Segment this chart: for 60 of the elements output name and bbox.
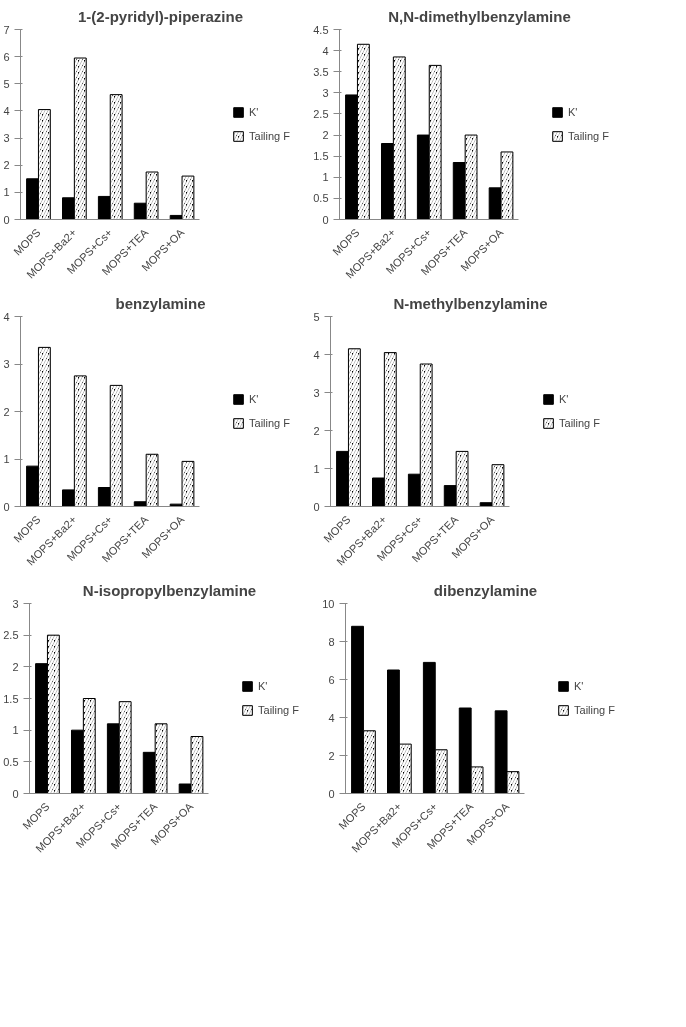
legend-label: Tailing F <box>249 130 290 142</box>
y-tick-label: 2 <box>3 159 10 172</box>
y-tick-label: 0 <box>3 213 10 226</box>
y-tick-label: 0.5 <box>3 755 19 768</box>
y-tick-label: 5 <box>313 310 320 323</box>
y-tick-label: 2 <box>12 660 19 673</box>
y-tick-label: 3 <box>313 386 320 399</box>
y-tick-label: 2 <box>322 129 329 142</box>
legend-label: K' <box>568 106 579 118</box>
y-tick-label: 3.5 <box>313 65 329 78</box>
chart-title: N,N-dimethylbenzylamine <box>388 7 571 25</box>
y-tick-label: 4 <box>322 44 329 57</box>
y-tick-label: 3 <box>3 132 10 145</box>
y-tick-label: 4 <box>3 310 10 323</box>
y-tick-label: 2 <box>3 405 10 418</box>
chart-title: N-methylbenzylamine <box>393 294 548 312</box>
chart-title: benzylamine <box>115 294 206 312</box>
y-tick-label: 7 <box>3 23 10 36</box>
y-tick-label: 1.5 <box>3 692 19 705</box>
y-tick-label: 2 <box>328 749 335 762</box>
chart-title: dibenzylamine <box>433 581 538 599</box>
legend-label: Tailing F <box>258 704 299 716</box>
y-tick-label: 3 <box>3 358 10 370</box>
y-tick-label: 4 <box>328 711 335 724</box>
y-tick-label: 0 <box>3 500 10 513</box>
y-tick-label: 1 <box>322 171 329 184</box>
legend-label: K' <box>574 680 585 692</box>
y-tick-label: 1 <box>3 186 10 199</box>
y-tick-label: 3 <box>12 597 19 610</box>
legend-label: K' <box>249 106 260 118</box>
legend-label: K' <box>249 393 260 405</box>
legend-label: K' <box>559 393 570 405</box>
y-tick-label: 5 <box>3 77 10 90</box>
y-tick-label: 0.5 <box>313 192 329 205</box>
y-tick-label: 2.5 <box>313 107 329 120</box>
y-tick-label: 1 <box>12 724 19 737</box>
y-tick-label: 0 <box>322 213 329 226</box>
y-tick-label: 1 <box>313 462 320 475</box>
legend-label: K' <box>258 680 269 692</box>
legend-label: Tailing F <box>559 417 600 429</box>
y-tick-label: 4.5 <box>313 23 329 36</box>
y-tick-label: 0 <box>328 787 335 800</box>
chart-title: 1-(2-pyridyl)-piperazine <box>77 7 244 25</box>
y-tick-label: 4 <box>3 104 10 117</box>
y-tick-label: 2.5 <box>3 629 19 642</box>
y-tick-label: 2 <box>313 424 320 437</box>
y-tick-label: 1 <box>3 453 10 465</box>
y-tick-label: 6 <box>3 50 10 63</box>
chart-title: N-isopropylbenzylamine <box>82 581 257 599</box>
y-tick-label: 1.5 <box>313 150 329 163</box>
legend-label: Tailing F <box>568 130 609 142</box>
y-tick-label: 6 <box>328 673 335 686</box>
y-tick-label: 4 <box>313 348 320 361</box>
legend-label: Tailing F <box>249 417 290 429</box>
y-tick-label: 0 <box>12 787 19 800</box>
y-tick-label: 3 <box>322 86 329 99</box>
y-tick-label: 10 <box>322 597 335 610</box>
y-tick-label: 8 <box>328 635 335 648</box>
legend-label: Tailing F <box>574 704 615 716</box>
y-tick-label: 0 <box>313 500 320 513</box>
